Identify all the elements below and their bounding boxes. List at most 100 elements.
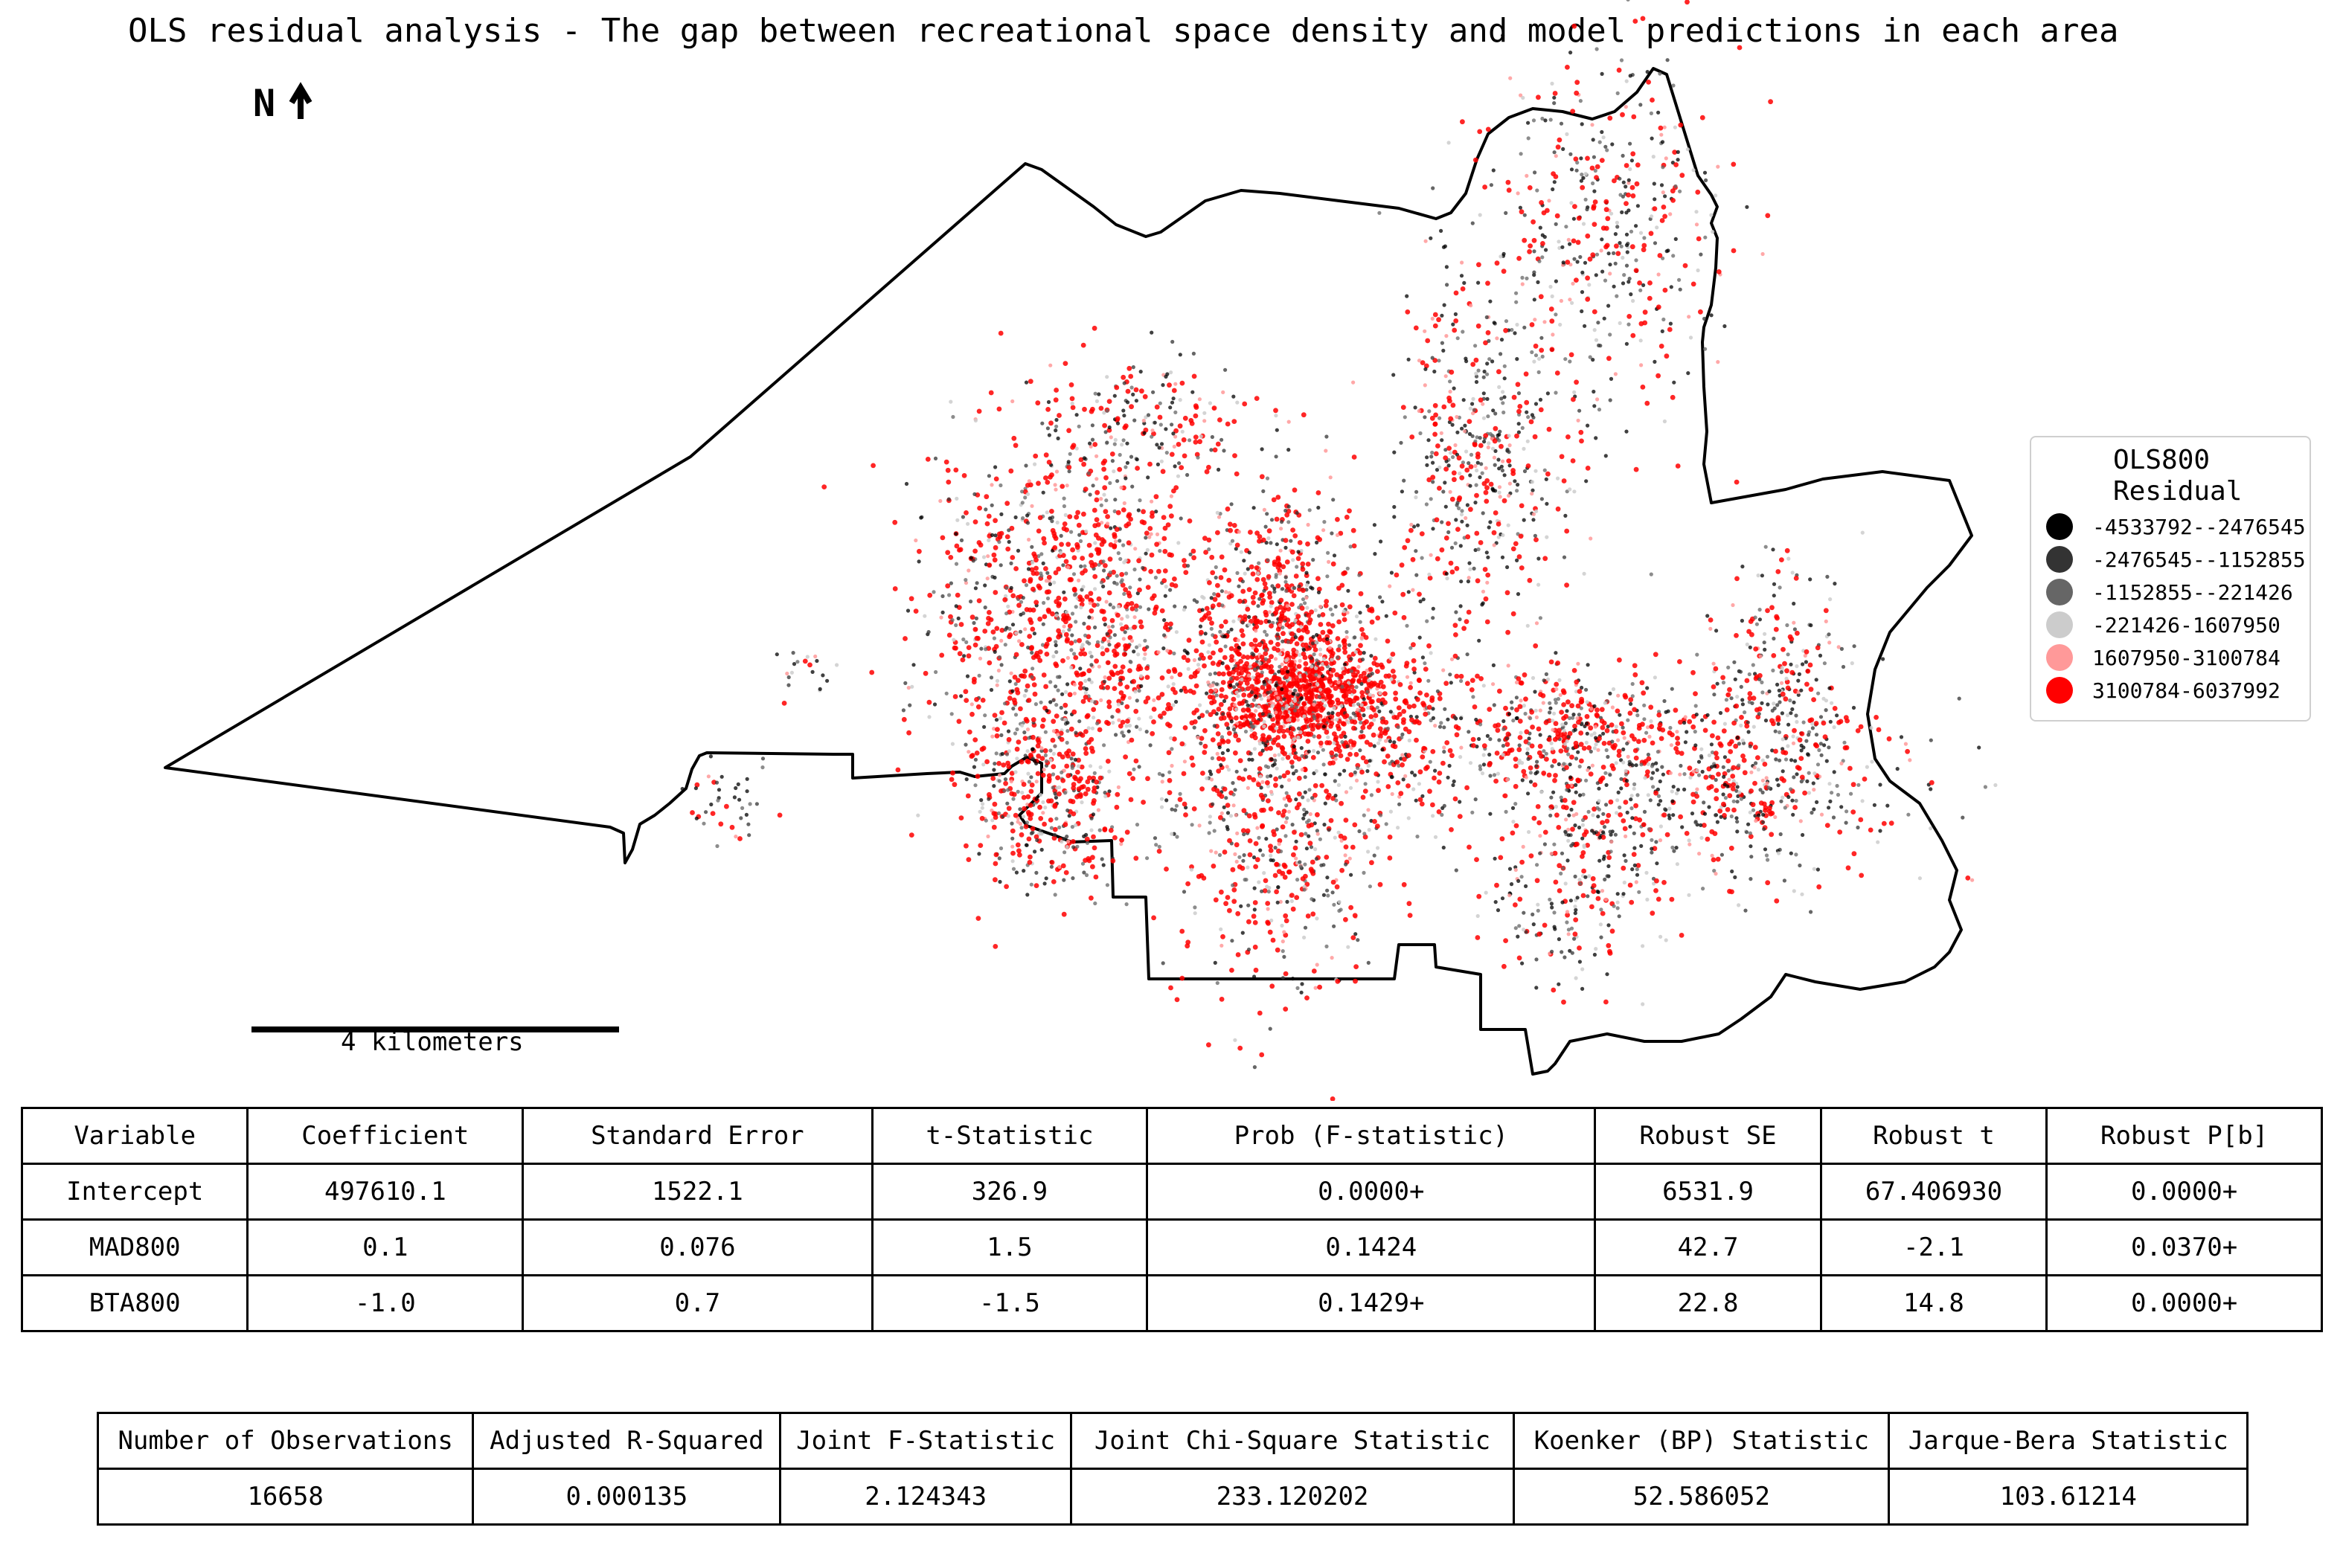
residual-point — [1082, 456, 1086, 460]
residual-point — [1268, 714, 1272, 719]
residual-point — [1266, 734, 1272, 740]
residual-point — [1016, 548, 1021, 553]
residual-point — [1271, 722, 1276, 728]
residual-point — [1102, 616, 1107, 622]
residual-point — [1126, 365, 1132, 371]
residual-point — [1496, 457, 1501, 462]
residual-point — [1605, 216, 1611, 222]
residual-point — [959, 538, 964, 543]
residual-point — [1514, 300, 1519, 304]
residual-point — [1431, 606, 1435, 611]
residual-point — [1265, 919, 1271, 925]
residual-point — [1347, 856, 1352, 861]
residual-point — [1533, 402, 1539, 406]
residual-point — [1193, 683, 1199, 689]
residual-point — [1563, 721, 1568, 726]
residual-point — [1302, 812, 1307, 817]
residual-point — [1406, 704, 1412, 710]
residual-point — [994, 718, 999, 722]
residual-point — [1240, 641, 1246, 646]
residual-point — [1538, 407, 1544, 413]
residual-point — [1016, 678, 1021, 684]
residual-point — [958, 815, 964, 820]
residual-point — [1225, 506, 1231, 512]
residual-point — [1231, 899, 1237, 905]
residual-point — [1499, 396, 1504, 401]
residual-point — [1507, 493, 1511, 498]
residual-point — [1275, 766, 1279, 771]
residual-point — [1600, 129, 1604, 135]
residual-point — [966, 857, 972, 862]
residual-point — [1494, 260, 1500, 266]
residual-point — [1067, 814, 1071, 818]
residual-point — [1177, 797, 1183, 803]
residual-point — [1056, 436, 1060, 441]
residual-point — [1028, 854, 1033, 860]
residual-point — [1222, 634, 1227, 639]
residual-point — [1523, 371, 1529, 377]
residual-point — [1585, 207, 1589, 212]
residual-point — [1672, 380, 1676, 385]
residual-point — [1138, 727, 1142, 732]
residual-point — [1214, 788, 1220, 794]
residual-point — [932, 590, 936, 594]
residual-point — [1330, 623, 1336, 629]
residual-point — [1218, 647, 1223, 653]
residual-point — [1351, 740, 1357, 745]
residual-point — [1388, 809, 1393, 814]
residual-point — [1314, 857, 1318, 861]
residual-point — [1272, 589, 1277, 594]
residual-point — [1328, 475, 1333, 480]
residual-point — [1162, 548, 1168, 554]
residual-point — [1083, 633, 1088, 637]
residual-point — [1296, 550, 1301, 554]
residual-point — [1281, 608, 1286, 613]
residual-point — [1560, 245, 1565, 249]
residual-point — [1264, 633, 1269, 637]
residual-point — [1080, 571, 1085, 576]
residual-point — [1166, 750, 1172, 756]
residual-point — [1600, 765, 1606, 770]
residual-point — [938, 498, 943, 504]
residual-point — [1524, 399, 1530, 405]
residual-point — [981, 762, 986, 767]
residual-point — [1346, 945, 1350, 949]
residual-point — [955, 518, 960, 522]
residual-point — [1360, 658, 1365, 662]
residual-point — [1578, 742, 1584, 748]
residual-point — [1345, 669, 1350, 674]
residual-point — [1085, 786, 1091, 792]
residual-point — [992, 801, 998, 807]
residual-point — [1336, 783, 1341, 787]
residual-point — [1513, 479, 1517, 483]
residual-point — [1166, 701, 1171, 707]
residual-point — [1078, 666, 1083, 671]
residual-point — [1374, 662, 1380, 668]
residual-point — [1619, 58, 1624, 62]
residual-point — [1127, 668, 1132, 673]
residual-point — [1249, 564, 1254, 570]
residual-point — [1028, 379, 1033, 385]
residual-point — [1048, 582, 1052, 587]
residual-point — [1006, 729, 1011, 733]
residual-point — [1298, 636, 1304, 642]
residual-point — [1662, 419, 1667, 424]
residual-point — [1132, 418, 1137, 422]
residual-point — [1538, 294, 1544, 300]
residual-point — [1136, 558, 1141, 564]
residual-point — [1572, 489, 1577, 494]
residual-point — [1283, 545, 1288, 550]
residual-point — [1269, 858, 1273, 862]
residual-point — [1126, 513, 1132, 519]
residual-point — [1269, 853, 1273, 858]
residual-point — [1061, 563, 1065, 568]
residual-point — [981, 745, 987, 751]
residual-point — [1408, 684, 1413, 690]
residual-point — [1006, 604, 1010, 608]
residual-point — [1497, 385, 1501, 390]
residual-point — [1112, 469, 1116, 474]
residual-point — [1060, 692, 1065, 696]
residual-point — [1483, 596, 1489, 602]
residual-point — [1503, 327, 1508, 333]
residual-point — [1086, 858, 1092, 864]
